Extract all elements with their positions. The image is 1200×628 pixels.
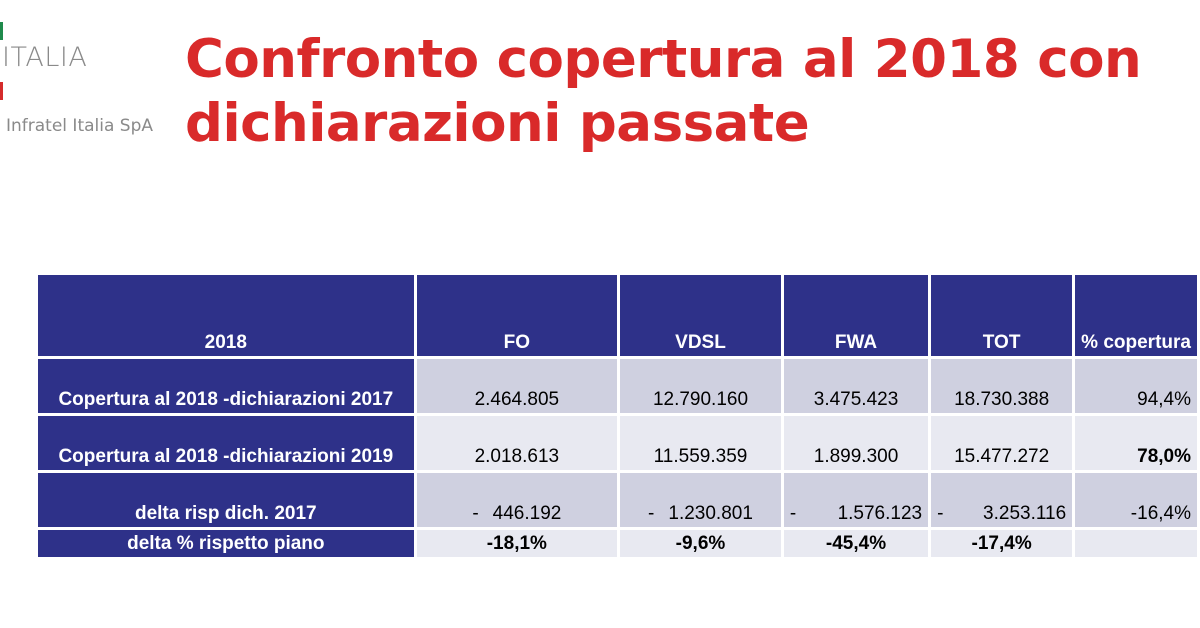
infratel-logo: ITALIA Infratel Italia SpA: [0, 18, 160, 148]
cell-pct: [1072, 527, 1200, 560]
cell-pct: 78,0%: [1072, 413, 1200, 473]
logo-red-bar: [0, 82, 3, 100]
cell-tot: -17,4%: [928, 527, 1076, 560]
cell-fo: 2.464.805: [413, 356, 621, 416]
cell-fo: -18,1%: [413, 527, 621, 560]
slide-title: Confronto copertura al 2018 con dichiara…: [185, 29, 1142, 154]
logo-green-bar: [0, 22, 3, 40]
logo-company-name: Infratel Italia SpA: [6, 116, 154, 136]
table-row: delta % rispetto piano -18,1% -9,6% -45,…: [35, 527, 1200, 560]
cell-tot: 15.477.272: [928, 413, 1076, 473]
minus-sign: -: [937, 503, 944, 524]
header-tot: TOT: [928, 272, 1076, 359]
header-vdsl: VDSL: [617, 272, 784, 359]
cell-fwa: 1.899.300: [780, 413, 932, 473]
coverage-table: 2018 FO VDSL FWA TOT % copertura Copertu…: [35, 272, 1200, 560]
cell-pct: -16,4%: [1072, 470, 1200, 530]
cell-fwa: -45,4%: [780, 527, 932, 560]
cell-tot: 18.730.388: [928, 356, 1076, 416]
cell-fwa-value: 1.576.123: [837, 503, 923, 524]
cell-tot: - 3.253.116: [928, 470, 1076, 530]
cell-vdsl: -1.230.801: [617, 470, 784, 530]
cell-vdsl-value: 1.230.801: [668, 503, 753, 524]
cell-vdsl: 12.790.160: [617, 356, 784, 416]
cell-fwa: 3.475.423: [780, 356, 932, 416]
cell-fo: -446.192: [413, 470, 621, 530]
minus-sign: -: [789, 503, 797, 524]
header-year: 2018: [35, 272, 417, 359]
cell-vdsl: -9,6%: [617, 527, 784, 560]
header-pct-coverage: % copertura: [1072, 272, 1200, 359]
minus-sign: -: [472, 503, 479, 524]
cell-tot-value: 3.253.116: [983, 503, 1067, 524]
cell-pct: 94,4%: [1072, 356, 1200, 416]
table-row: delta risp dich. 2017 -446.192 -1.230.80…: [35, 470, 1200, 530]
cell-fo-value: 446.192: [492, 503, 562, 524]
row-label: Copertura al 2018 -dichiarazioni 2019: [35, 413, 417, 473]
cell-fo: 2.018.613: [413, 413, 621, 473]
cell-vdsl: 11.559.359: [617, 413, 784, 473]
table-row: Copertura al 2018 -dichiarazioni 2017 2.…: [35, 356, 1200, 416]
cell-fwa: - 1.576.123: [780, 470, 932, 530]
row-label: delta risp dich. 2017: [35, 470, 417, 530]
logo-brand-text: ITALIA: [2, 42, 88, 73]
header-fo: FO: [413, 272, 621, 359]
row-label: delta % rispetto piano: [35, 527, 417, 560]
table-header-row: 2018 FO VDSL FWA TOT % copertura: [35, 272, 1200, 359]
header-fwa: FWA: [780, 272, 932, 359]
table-row: Copertura al 2018 -dichiarazioni 2019 2.…: [35, 413, 1200, 473]
minus-sign: -: [648, 503, 655, 524]
row-label: Copertura al 2018 -dichiarazioni 2017: [35, 356, 417, 416]
